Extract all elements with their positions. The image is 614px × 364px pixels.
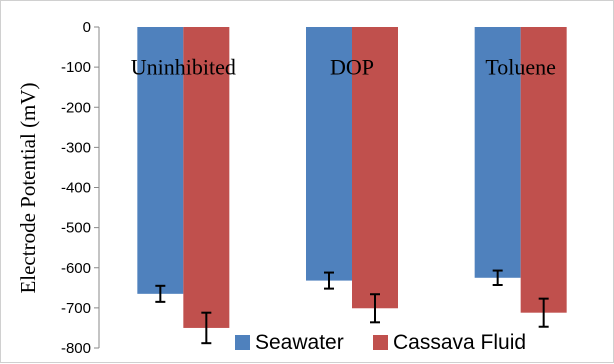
y-tick-label: 0 [83,19,91,36]
legend: Seawater Cassava Fluid [235,331,526,354]
bar-seawater [474,27,521,278]
y-tick-label: -600 [61,260,91,277]
bar-cassava-fluid [520,27,567,313]
y-tick-label: -800 [61,340,91,357]
category-label: Toluene [485,54,556,79]
bar-seawater [137,27,184,294]
bar-seawater [306,27,352,281]
y-tick-label: -700 [61,300,91,317]
category-label: DOP [330,54,374,79]
y-tick-label: -400 [61,180,91,197]
legend-swatch [373,335,388,350]
y-tick-label: -500 [61,220,91,237]
category-label: Uninhibited [131,54,236,79]
bars [137,27,567,328]
y-tick-label: -300 [61,139,91,156]
bar-cassava-fluid [352,27,398,309]
bar-cassava-fluid [183,27,230,328]
y-axis-title: Electrode Potential (mV) [16,82,40,293]
legend-label: Cassava Fluid [393,331,526,354]
legend-label: Seawater [255,331,344,354]
legend-swatch [235,335,250,350]
y-tick-label: -200 [61,99,91,116]
y-axis: 0 -100 -200 -300 -400 -500 -600 -700 -800 [61,19,100,357]
error-bars [155,269,549,345]
y-tick-label: -100 [61,59,91,76]
category-labels: Uninhibited DOP Toluene [131,54,556,79]
